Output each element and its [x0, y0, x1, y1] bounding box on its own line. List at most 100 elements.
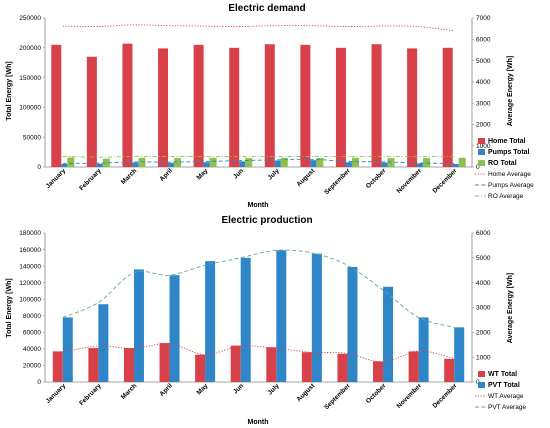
y2-tick-label: 5000 [476, 255, 491, 262]
y-tick-label: 150000 [19, 75, 41, 82]
y2-tick-label: 2000 [476, 122, 491, 129]
y-tick-label: 180000 [19, 230, 41, 237]
bar-ro-total [174, 158, 182, 167]
line-pumps-average [62, 158, 455, 165]
bar-home-total [442, 47, 453, 167]
x-tick-label: October [365, 382, 388, 405]
bar-pumps-total [345, 162, 352, 167]
bar-pvt-total [311, 253, 322, 382]
bar-home-total [300, 44, 311, 167]
bar-pvt-total [205, 261, 216, 382]
line-home-average [62, 24, 455, 32]
x-tick-label: April [159, 382, 175, 398]
x-tick-label: November [396, 167, 424, 195]
y2-axis-label: Average Energy [Wh] [507, 273, 514, 344]
legend-label: Home Average [488, 171, 531, 178]
bar-wt-total [444, 358, 455, 382]
y-tick-label: 0 [37, 379, 41, 386]
x-tick-label: April [159, 167, 175, 183]
bar-ro-total [138, 157, 146, 167]
bar-ro-total [245, 158, 253, 167]
x-tick-label: July [267, 167, 281, 181]
bar-pvt-total [418, 317, 429, 382]
legend-label: WT Average [488, 393, 524, 400]
legend-label: RO Total [488, 160, 517, 167]
legend-swatch [478, 160, 485, 166]
y2-tick-label: 2000 [476, 330, 491, 337]
y-axis-label: Total Energy [Wh] [6, 278, 13, 337]
x-tick-label: July [267, 382, 281, 396]
bar-ro-total [102, 158, 110, 167]
bar-wt-total [123, 348, 134, 382]
electric-demand-chart: Electric demand Total Energy [Wh] Averag… [6, 3, 534, 209]
bar-home-total [264, 44, 275, 167]
x-tick-label: Jun [232, 167, 245, 180]
y-axis-label: Total Energy [Wh] [6, 61, 13, 120]
x-tick-label: December [431, 382, 459, 410]
bar-home-total [371, 44, 382, 167]
y-tick-label: 20000 [23, 363, 41, 370]
bar-wt-total [373, 361, 384, 382]
y2-axis-label: Average Energy [Wh] [507, 56, 514, 127]
y-tick-label: 250000 [19, 15, 41, 22]
x-tick-label: March [120, 167, 139, 186]
y-tick-label: 80000 [23, 313, 41, 320]
legend-label: Pumps Total [488, 149, 530, 156]
bar-home-total [335, 47, 346, 167]
x-tick-label: May [196, 382, 210, 396]
y2-tick-label: 1000 [476, 143, 491, 150]
bar-pvt-total [347, 266, 358, 382]
legend-label: WT Total [488, 371, 517, 378]
bar-pvt-total [240, 257, 251, 382]
x-tick-label: February [78, 167, 103, 192]
bar-wt-total [337, 353, 348, 382]
y2-tick-label: 5000 [476, 58, 491, 65]
x-axis-label: Month [248, 419, 269, 426]
bar-pumps-total [132, 162, 139, 167]
bar-wt-total [266, 347, 277, 382]
bar-pumps-total [417, 163, 424, 167]
bar-pvt-total [133, 269, 144, 382]
bar-ro-total [280, 157, 288, 167]
bar-pvt-total [98, 304, 109, 382]
bar-pumps-total [381, 162, 388, 167]
y2-tick-label: 3000 [476, 100, 491, 107]
line-pvt-average [62, 249, 455, 328]
bar-home-total [86, 56, 97, 167]
y2-tick-label: 1000 [476, 354, 491, 361]
x-tick-label: November [396, 382, 424, 410]
legend-label: Home Total [488, 138, 526, 145]
bar-home-total [407, 48, 418, 168]
bar-pumps-total [274, 160, 281, 167]
y-tick-label: 160000 [19, 247, 41, 254]
y2-tick-label: 4000 [476, 280, 491, 287]
bar-pumps-total [96, 163, 103, 167]
x-tick-label: December [431, 167, 459, 195]
bar-home-total [158, 48, 169, 168]
bar-home-total [229, 47, 240, 167]
bar-pumps-total [239, 161, 246, 167]
line-wt-average [62, 342, 455, 363]
bar-ro-total [67, 157, 75, 167]
y2-tick-label: 6000 [476, 36, 491, 43]
chart-title: Electric production [221, 215, 312, 226]
y2-tick-label: 4000 [476, 79, 491, 86]
y-tick-label: 0 [37, 164, 41, 171]
legend-swatch [478, 382, 485, 388]
x-tick-label: October [365, 167, 388, 190]
legend-label: PVT Average [488, 404, 526, 411]
bar-ro-total [316, 158, 324, 167]
y2-tick-label: 7000 [476, 15, 491, 22]
bar-ro-total [209, 157, 217, 167]
bar-wt-total [88, 348, 99, 382]
bar-home-total [51, 44, 62, 167]
legend-swatch [478, 149, 485, 155]
y-tick-label: 100000 [19, 296, 41, 303]
x-tick-label: Jun [232, 382, 245, 395]
bar-pumps-total [168, 162, 175, 167]
bar-pvt-total [169, 275, 180, 382]
y-tick-label: 140000 [19, 263, 41, 270]
bar-home-total [193, 44, 204, 167]
bar-ro-total [423, 158, 431, 167]
